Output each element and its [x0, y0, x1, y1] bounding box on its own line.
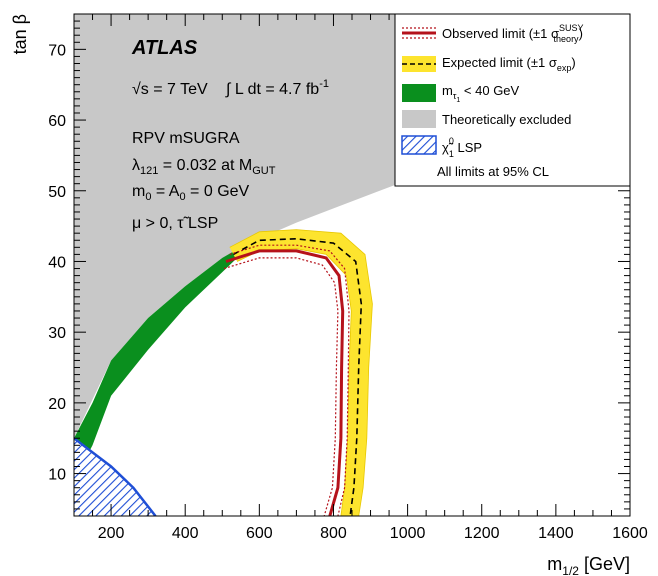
- x-axis-label: m1/2 [GeV]: [547, 554, 630, 576]
- legend-expected-label: Expected limit (±1 σexp): [442, 55, 576, 73]
- experiment-label: ATLAS: [131, 37, 198, 59]
- legend-theory-label: Theoretically excluded: [442, 112, 571, 127]
- x-tick-label: 600: [246, 525, 273, 542]
- x-tick-label: 200: [98, 525, 125, 542]
- m0-label: m0 = A0 = 0 GeV: [132, 183, 250, 203]
- x-tick-label: 1200: [464, 525, 500, 542]
- y-tick-label: 40: [48, 254, 66, 271]
- y-tick-label: 70: [48, 42, 66, 59]
- legend-mtau: mτ1 < 40 GeV: [402, 83, 520, 104]
- mu-label: μ > 0, τ̃ LSP: [132, 215, 218, 232]
- x-tick-label: 800: [320, 525, 347, 542]
- expected-limit-line: [233, 237, 363, 516]
- y-tick-label: 30: [48, 325, 66, 342]
- observed-band-upper: [229, 244, 350, 516]
- observed-limit-line: [225, 249, 345, 516]
- y-tick-label: 50: [48, 184, 66, 201]
- x-axis-ticks: 200 400 600 800 1000 1200 1400 1600: [73, 14, 648, 542]
- legend-observed: Observed limit (±1 σSUSY theory): [402, 23, 584, 44]
- y-tick-label: 20: [48, 396, 66, 413]
- energy-label: √s = 7 TeV: [132, 81, 208, 98]
- legend-theory: Theoretically excluded: [402, 110, 571, 128]
- x-tick-label: 1600: [612, 525, 648, 542]
- observed-band-lower: [223, 257, 339, 516]
- x-tick-label: 1400: [538, 525, 574, 542]
- x-tick-label: 1000: [390, 525, 426, 542]
- model-label: RPV mSUGRA: [132, 130, 240, 147]
- x-tick-label: 400: [172, 525, 199, 542]
- legend-observed-label: Observed limit (±1 σSUSY theory): [442, 23, 584, 44]
- legend-lsp: χ̃0 1 LSP: [401, 135, 482, 159]
- expected-band-upper-edge: [229, 229, 373, 516]
- y-axis-label: tan β: [10, 14, 30, 54]
- legend-lsp-label: χ̃0 1 LSP: [442, 136, 482, 159]
- legend-note: All limits at 95% CL: [437, 164, 549, 179]
- legend-mtau-label: mτ1 < 40 GeV: [442, 83, 520, 104]
- lumi-label: ∫ L dt = 4.7 fb-1: [225, 78, 329, 98]
- legend: Observed limit (±1 σSUSY theory) Expected…: [394, 13, 631, 187]
- neutralino-lsp-region: [74, 438, 156, 516]
- y-tick-label: 60: [48, 113, 66, 130]
- lambda-label: λ121 = 0.032 at MGUT: [132, 157, 276, 177]
- expected-band-lower-edge: [236, 248, 352, 516]
- neutralino-lsp-boundary: [74, 437, 157, 516]
- expected-band: [229, 229, 373, 516]
- y-tick-label: 10: [48, 467, 66, 484]
- legend-expected: Expected limit (±1 σexp): [402, 55, 576, 73]
